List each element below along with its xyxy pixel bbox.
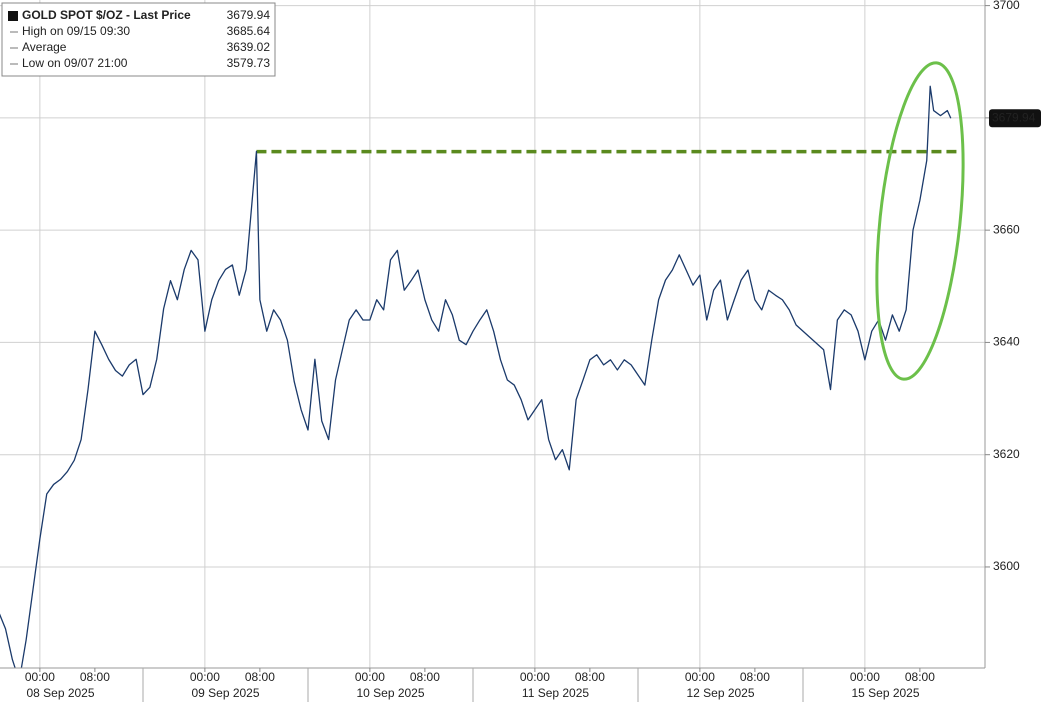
legend-value: 3685.64	[227, 24, 271, 38]
last-price-tag	[989, 109, 1041, 128]
day-label: 11 Sep 2025	[522, 686, 589, 700]
x-tick-label: 08:00	[575, 670, 605, 684]
x-tick-label: 00:00	[25, 670, 55, 684]
legend: GOLD SPOT $/OZ - Last Price 3679.94 High o…	[1, 2, 276, 77]
day-label: 08 Sep 2025	[26, 686, 94, 700]
y-tick-label: 3620	[993, 447, 1020, 461]
x-tick-label: 00:00	[850, 670, 880, 684]
legend-label: Low on 09/07 21:00	[22, 56, 128, 70]
day-label: 12 Sep 2025	[686, 686, 754, 700]
x-tick-label: 00:00	[355, 670, 385, 684]
x-tick-label: 00:00	[190, 670, 220, 684]
y-tick-label: 3660	[993, 222, 1020, 236]
day-label: 09 Sep 2025	[191, 686, 259, 700]
x-tick-label: 08:00	[410, 670, 440, 684]
day-label: 15 Sep 2025	[851, 686, 919, 700]
legend-value: 3679.94	[227, 8, 271, 22]
price-line	[0, 85, 952, 668]
legend-swatch	[8, 11, 18, 21]
x-tick-label: 00:00	[685, 670, 715, 684]
x-tick-label: 08:00	[905, 670, 935, 684]
last-price-label: 3679.94	[992, 110, 1036, 124]
y-tick-label: 3640	[993, 335, 1020, 349]
x-tick-label: 00:00	[520, 670, 550, 684]
y-tick-label: 3700	[993, 0, 1020, 12]
legend-label: Average	[22, 40, 67, 54]
axes: 36003620364036603680370000:0008:0000:000…	[25, 0, 1041, 702]
legend-label: High on 09/15 09:30	[22, 24, 130, 38]
legend-value: 3639.02	[227, 40, 271, 54]
highlight-ellipse	[875, 61, 965, 381]
legend-label: GOLD SPOT $/OZ - Last Price	[22, 8, 191, 22]
legend-value: 3579.73	[227, 56, 271, 70]
grid	[0, 0, 985, 668]
x-tick-label: 08:00	[80, 670, 110, 684]
plot-area	[0, 85, 958, 668]
x-tick-label: 08:00	[740, 670, 770, 684]
x-tick-label: 08:00	[245, 670, 275, 684]
legend-box	[1, 2, 276, 77]
y-tick-label: 3600	[993, 559, 1020, 573]
day-label: 10 Sep 2025	[356, 686, 424, 700]
